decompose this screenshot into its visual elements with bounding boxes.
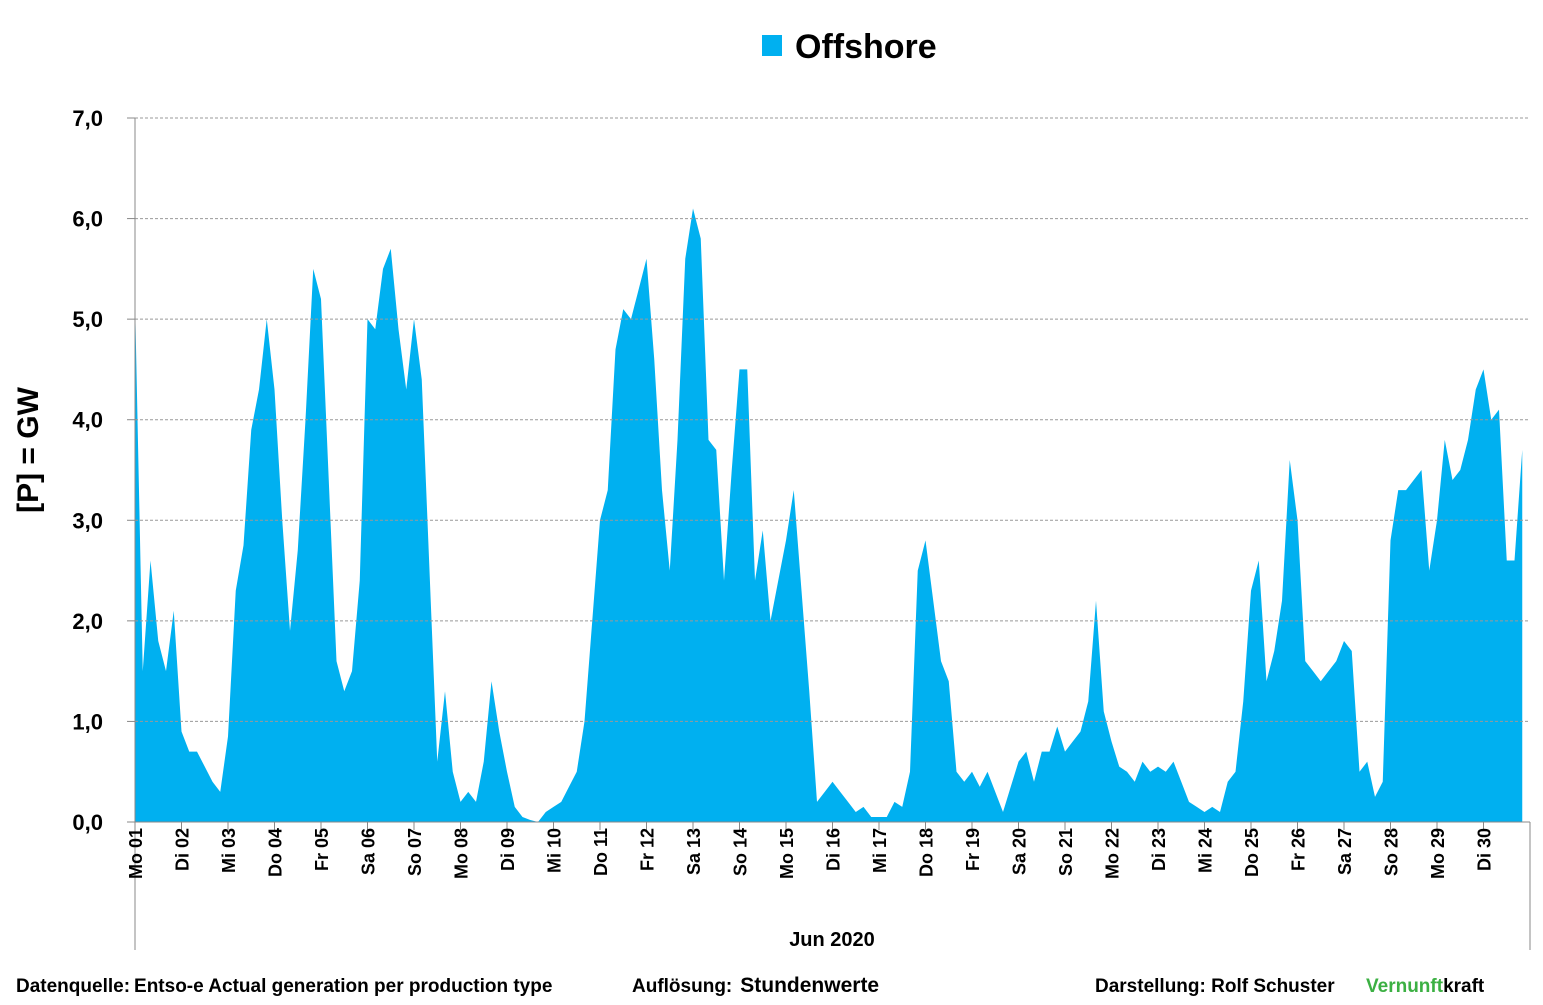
x-tick-label: So 21 (1056, 828, 1076, 876)
x-tick-label: Mi 03 (219, 828, 239, 873)
x-tick-label: Di 16 (824, 828, 844, 871)
footer-author: Darstellung: Rolf Schuster (1095, 976, 1335, 997)
x-tick-label: Sa 27 (1335, 828, 1355, 875)
x-tick-label: Fr 26 (1289, 828, 1309, 871)
x-tick-label: Sa 20 (1010, 828, 1030, 875)
x-tick-label: Mo 22 (1103, 828, 1123, 879)
y-tick-label: 2,0 (72, 609, 103, 634)
resolution: Stundenwerte (740, 974, 879, 997)
x-tick-label: Fr 12 (638, 828, 658, 871)
x-tick-label: Di 23 (1149, 828, 1169, 871)
resolution-label: Auflösung: (632, 976, 732, 997)
x-tick-label: Sa 13 (684, 828, 704, 875)
y-tick-label: 1,0 (72, 709, 103, 734)
x-tick-label: Do 25 (1242, 828, 1262, 877)
brand-b: kraft (1443, 976, 1485, 997)
y-tick-label: 0,0 (72, 810, 103, 835)
x-tick-label: Mi 17 (870, 828, 890, 873)
x-axis-label: Jun 2020 (789, 929, 875, 951)
x-tick-label: Mo 01 (126, 828, 146, 879)
x-tick-label: Mo 29 (1428, 828, 1448, 879)
x-tick-label: So 14 (731, 828, 751, 876)
x-tick-label: So 28 (1382, 828, 1402, 876)
x-tick-label: Fr 19 (963, 828, 983, 871)
x-tick-label: Fr 05 (312, 828, 332, 871)
x-tick-label: Do 04 (266, 828, 286, 877)
y-tick-label: 7,0 (72, 106, 103, 131)
x-tick-label: Do 18 (917, 828, 937, 877)
x-tick-label: Di 02 (173, 828, 193, 871)
x-tick-label: Mo 15 (777, 828, 797, 879)
source: Entso-e Actual generation per production… (134, 976, 552, 997)
x-tick-label: Sa 06 (359, 828, 379, 875)
y-tick-label: 4,0 (72, 408, 103, 433)
x-tick-label: So 07 (405, 828, 425, 876)
footer-source: Datenquelle: Entso-e Actual generation pe… (16, 976, 552, 997)
x-tick-label: Di 30 (1475, 828, 1495, 871)
x-tick-label: Mi 10 (545, 828, 565, 873)
area (135, 208, 1523, 822)
x-tick-label: Mi 24 (1196, 828, 1216, 873)
x-tick-label: Di 09 (498, 828, 518, 871)
x-tick-label: Mo 08 (452, 828, 472, 879)
y-tick-label: 6,0 (72, 207, 103, 232)
source-label: Datenquelle: (16, 976, 130, 997)
x-tick-label: Do 11 (591, 828, 611, 876)
brand-a: Vernunft (1366, 976, 1444, 997)
y-tick-label: 5,0 (72, 307, 103, 332)
footer-brand: Vernunftkraft (1366, 976, 1485, 997)
legend-swatch (762, 35, 782, 56)
y-axis-label: [P] = GW (12, 386, 45, 513)
footer-resolution: Auflösung: Stundenwerte (632, 974, 879, 997)
y-tick-label: 3,0 (72, 508, 103, 533)
legend-label: Offshore (795, 28, 937, 66)
